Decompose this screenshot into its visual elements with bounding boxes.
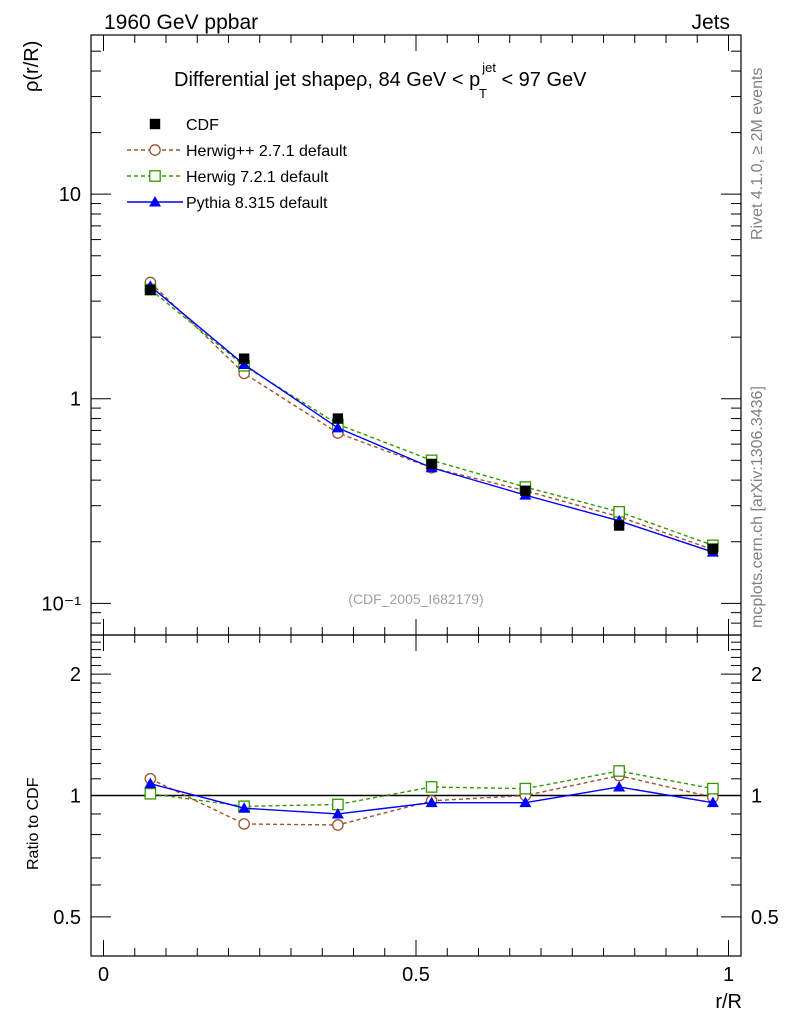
ratio-point-pythia-8-315-default — [425, 796, 438, 808]
title-suffix: < 97 GeV — [496, 69, 587, 91]
ratio-point-herwig-7-2-1-default — [707, 782, 719, 795]
ratio-y-tick-label-right: 0.5 — [751, 907, 779, 929]
legend-marker — [149, 170, 161, 182]
ratio-series-layer — [144, 765, 719, 831]
ratio-point-herwig-7-2-1-default — [425, 781, 438, 793]
main-series-herwig-2-7-1-default — [144, 276, 719, 556]
legend-item-herwig-2-7-1-default: Herwig++ 2.7.1 default — [127, 143, 348, 160]
legend-item-herwig-7-2-1-default: Herwig 7.2.1 default — [127, 169, 329, 186]
ratio-point-herwig-2-7-1-default — [238, 818, 250, 830]
legend-marker — [149, 144, 161, 156]
energy-label: 1960 GeV ppbar — [104, 11, 258, 34]
source-label: mcplots.cern.ch [arXiv:1306.3436] — [749, 386, 766, 628]
rivet-version-label: Rivet 4.1.0, ≥ 2M events — [749, 68, 766, 240]
main-line-herwig-2-7-1-default — [149, 282, 714, 551]
ratio-point-pythia-8-315-default — [613, 780, 626, 792]
main-point-cdf — [332, 413, 344, 424]
title-subscript: T — [479, 86, 487, 101]
y-tick-label: 10⁻¹ — [42, 593, 82, 615]
ratio-y-tick-label: 0.5 — [53, 907, 81, 929]
main-point-pythia-8-315-default — [331, 421, 344, 433]
ratio-point-herwig-7-2-1-default — [144, 787, 157, 800]
ratio-point-pythia-8-315-default — [519, 796, 532, 808]
x-tick-label: 0.5 — [402, 964, 430, 986]
title-prefix: Differential jet shapeρ, 84 GeV < p — [174, 69, 480, 91]
legend-label: Herwig 7.2.1 default — [186, 169, 329, 186]
x-axis-label: r/R — [715, 991, 742, 1013]
process-label: Jets — [691, 11, 730, 34]
ratio-y-axis-label: Ratio to CDF — [25, 777, 42, 870]
legend-marker — [149, 196, 161, 207]
x-tick-label: 1 — [723, 964, 734, 986]
legend: CDF Herwig++ 2.7.1 default Herwig 7.2.1 de… — [127, 117, 348, 212]
x-tick-label: 0 — [98, 964, 109, 986]
legend-item-pythia-8-315-default: Pythia 8.315 default — [127, 195, 328, 212]
main-line-herwig-7-2-1-default — [149, 288, 714, 547]
legend-label: Herwig++ 2.7.1 default — [186, 143, 348, 160]
legend-item-cdf: CDF — [149, 117, 219, 134]
legend-label: CDF — [186, 117, 219, 134]
ratio-axis-ticks: 2 2 1 1 0.5 0.5 0 0.5 1 — [53, 634, 779, 986]
legend-marker — [149, 118, 161, 130]
ratio-y-tick-label: 1 — [70, 786, 81, 808]
main-point-cdf — [707, 543, 719, 554]
ratio-y-tick-label: 2 — [70, 664, 81, 686]
ratio-series-pythia-8-315-default — [144, 777, 719, 819]
main-point-cdf — [613, 520, 625, 531]
ratio-point-herwig-7-2-1-default — [613, 765, 625, 777]
main-series-layer — [144, 276, 719, 557]
main-point-cdf — [145, 284, 156, 296]
ratio-y-tick-label-right: 1 — [751, 786, 762, 808]
main-series-cdf — [145, 284, 719, 554]
y-tick-label: 1 — [70, 389, 81, 411]
main-series-pythia-8-315-default — [144, 280, 719, 557]
chart-title: Differential jet shapeρ, 84 GeV < pjet T … — [174, 60, 587, 101]
ratio-point-pythia-8-315-default — [331, 807, 344, 819]
main-point-cdf — [238, 353, 250, 364]
main-point-cdf — [520, 485, 531, 496]
ratio-point-pythia-8-315-default — [144, 777, 157, 789]
legend-label: Pythia 8.315 default — [186, 195, 328, 212]
ratio-point-pythia-8-315-default — [706, 796, 719, 808]
main-line-pythia-8-315-default — [149, 285, 714, 553]
ratio-point-herwig-7-2-1-default — [519, 782, 532, 795]
main-axis-ticks: 10 1 10⁻¹ — [42, 34, 741, 636]
ratio-y-tick-label-right: 2 — [751, 664, 762, 686]
main-point-cdf — [426, 458, 437, 470]
main-y-axis-label: ρ(r/R) — [21, 41, 43, 92]
main-series-herwig-7-2-1-default — [144, 283, 719, 552]
ratio-point-pythia-8-315-default — [238, 802, 251, 813]
analysis-watermark: (CDF_2005_I682179) — [348, 591, 483, 607]
title-superscript: jet — [481, 60, 496, 75]
ratio-point-herwig-2-7-1-default — [332, 819, 344, 831]
y-tick-label: 10 — [59, 184, 81, 206]
